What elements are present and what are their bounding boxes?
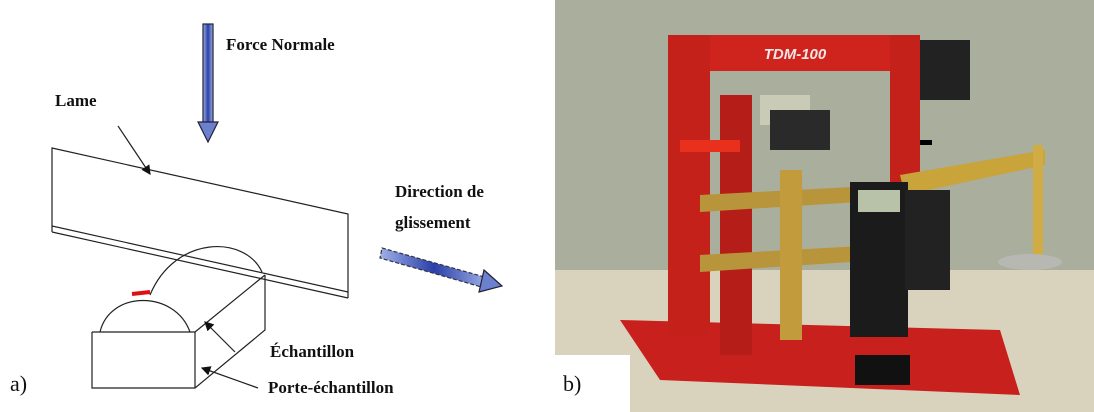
leader — [205, 322, 235, 352]
contact — [132, 292, 150, 294]
force-label: Force Normale — [226, 35, 335, 54]
direction-label: glissement — [395, 213, 471, 232]
direction-arrow — [380, 248, 488, 288]
leader — [202, 368, 258, 388]
direction-label: Direction de — [395, 182, 484, 201]
holder-label: Porte-échantillon — [268, 378, 394, 397]
holder — [92, 332, 195, 388]
diagram-a — [52, 24, 502, 388]
panel-tag: b) — [563, 371, 581, 396]
sample-label: Échantillon — [270, 342, 355, 361]
direction-arrow-head — [479, 270, 502, 292]
figure: Force Normale Lame Direction de glisseme… — [0, 0, 1094, 412]
sample — [100, 301, 190, 333]
blade — [52, 148, 348, 292]
panel-tag: a) — [10, 371, 27, 396]
force-arrow — [203, 24, 213, 124]
force-arrow-head — [198, 122, 218, 142]
device-label: TDM-100 — [764, 46, 827, 63]
blade-label: Lame — [55, 91, 97, 110]
tag-background — [545, 355, 630, 412]
holder — [195, 275, 265, 332]
